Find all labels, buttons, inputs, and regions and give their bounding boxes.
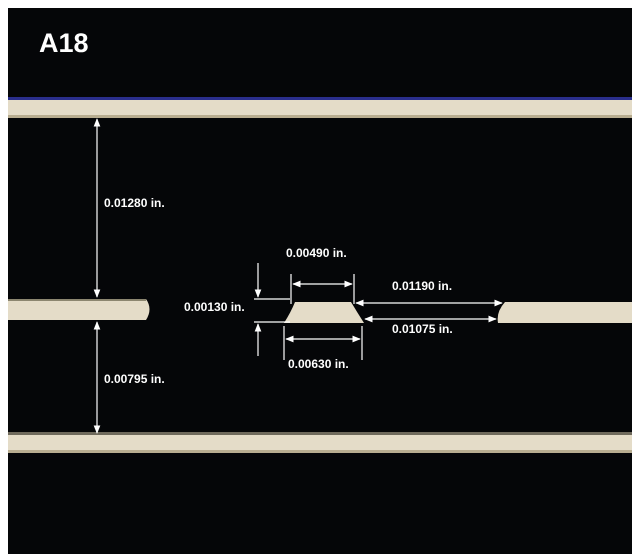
middle-left-trace: [8, 299, 150, 320]
top-gap-label: 0.01280 in.: [104, 196, 165, 210]
bottom-layer-edge: [8, 432, 632, 436]
cross-section-micrograph: A18 0.01280 in. 0.00795 in. 0.00490 in. …: [8, 8, 632, 554]
top-layer-shadow: [8, 115, 632, 118]
left-trace-edge: [8, 299, 146, 301]
pad-thickness-label: 0.00130 in.: [184, 300, 245, 314]
top-layer-edge: [8, 97, 632, 101]
bottom-layer-trace: [8, 435, 632, 452]
pad-body: [284, 302, 364, 323]
pad-top-width-label: 0.00490 in.: [286, 246, 347, 260]
specimen-id-label: A18: [39, 28, 89, 58]
middle-pad: [284, 302, 364, 323]
right-gap-bottom-label: 0.01075 in.: [392, 322, 453, 336]
right-trace-body: [497, 302, 632, 323]
bottom-gap-label: 0.00795 in.: [104, 372, 165, 386]
right-gap-top-label: 0.01190 in.: [392, 279, 453, 293]
bottom-layer-shadow: [8, 450, 632, 453]
micrograph-canvas: [8, 97, 632, 453]
bottom-copper-layer: [8, 432, 632, 453]
middle-right-trace: [497, 302, 632, 323]
top-layer-trace: [8, 100, 632, 117]
top-copper-layer: [8, 97, 632, 118]
pad-bottom-width-label: 0.00630 in.: [288, 357, 349, 371]
left-trace-body: [8, 299, 150, 320]
